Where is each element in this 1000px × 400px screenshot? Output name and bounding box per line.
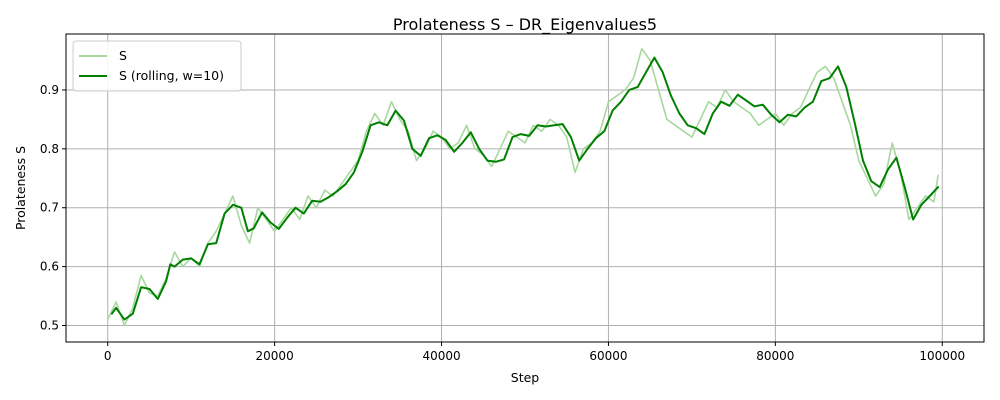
- series-layer: [106, 47, 940, 327]
- x-axis-label: Step: [511, 370, 540, 385]
- x-tick-label: 100000: [919, 349, 965, 363]
- x-tick-label: 60000: [589, 349, 627, 363]
- x-tick-label: 80000: [756, 349, 794, 363]
- y-tick-label: 0.7: [40, 201, 59, 215]
- y-tick-label: 0.5: [40, 319, 59, 333]
- x-tick-label: 0: [104, 349, 112, 363]
- legend: S S (rolling, w=10): [72, 40, 242, 92]
- chart-title: Prolateness S – DR_Eigenvalues5: [393, 15, 657, 35]
- x-tick-label: 20000: [256, 349, 294, 363]
- y-axis-ticks: 0.5 0.6 0.7 0.8 0.9: [40, 83, 66, 333]
- y-tick-label: 0.8: [40, 142, 59, 156]
- rolling-mean-line: [110, 56, 940, 321]
- y-tick-label: 0.9: [40, 83, 59, 97]
- legend-box: [72, 40, 242, 92]
- x-axis-ticks: 0 20000 40000 60000 80000 100000: [104, 342, 965, 363]
- x-tick-label: 40000: [422, 349, 460, 363]
- legend-label-raw: S: [119, 48, 127, 63]
- raw-s-line: [106, 47, 939, 327]
- y-tick-label: 0.6: [40, 260, 59, 274]
- y-axis-label: Prolateness S: [13, 146, 28, 230]
- plot-frame: [65, 33, 985, 343]
- legend-label-smooth: S (rolling, w=10): [119, 68, 224, 83]
